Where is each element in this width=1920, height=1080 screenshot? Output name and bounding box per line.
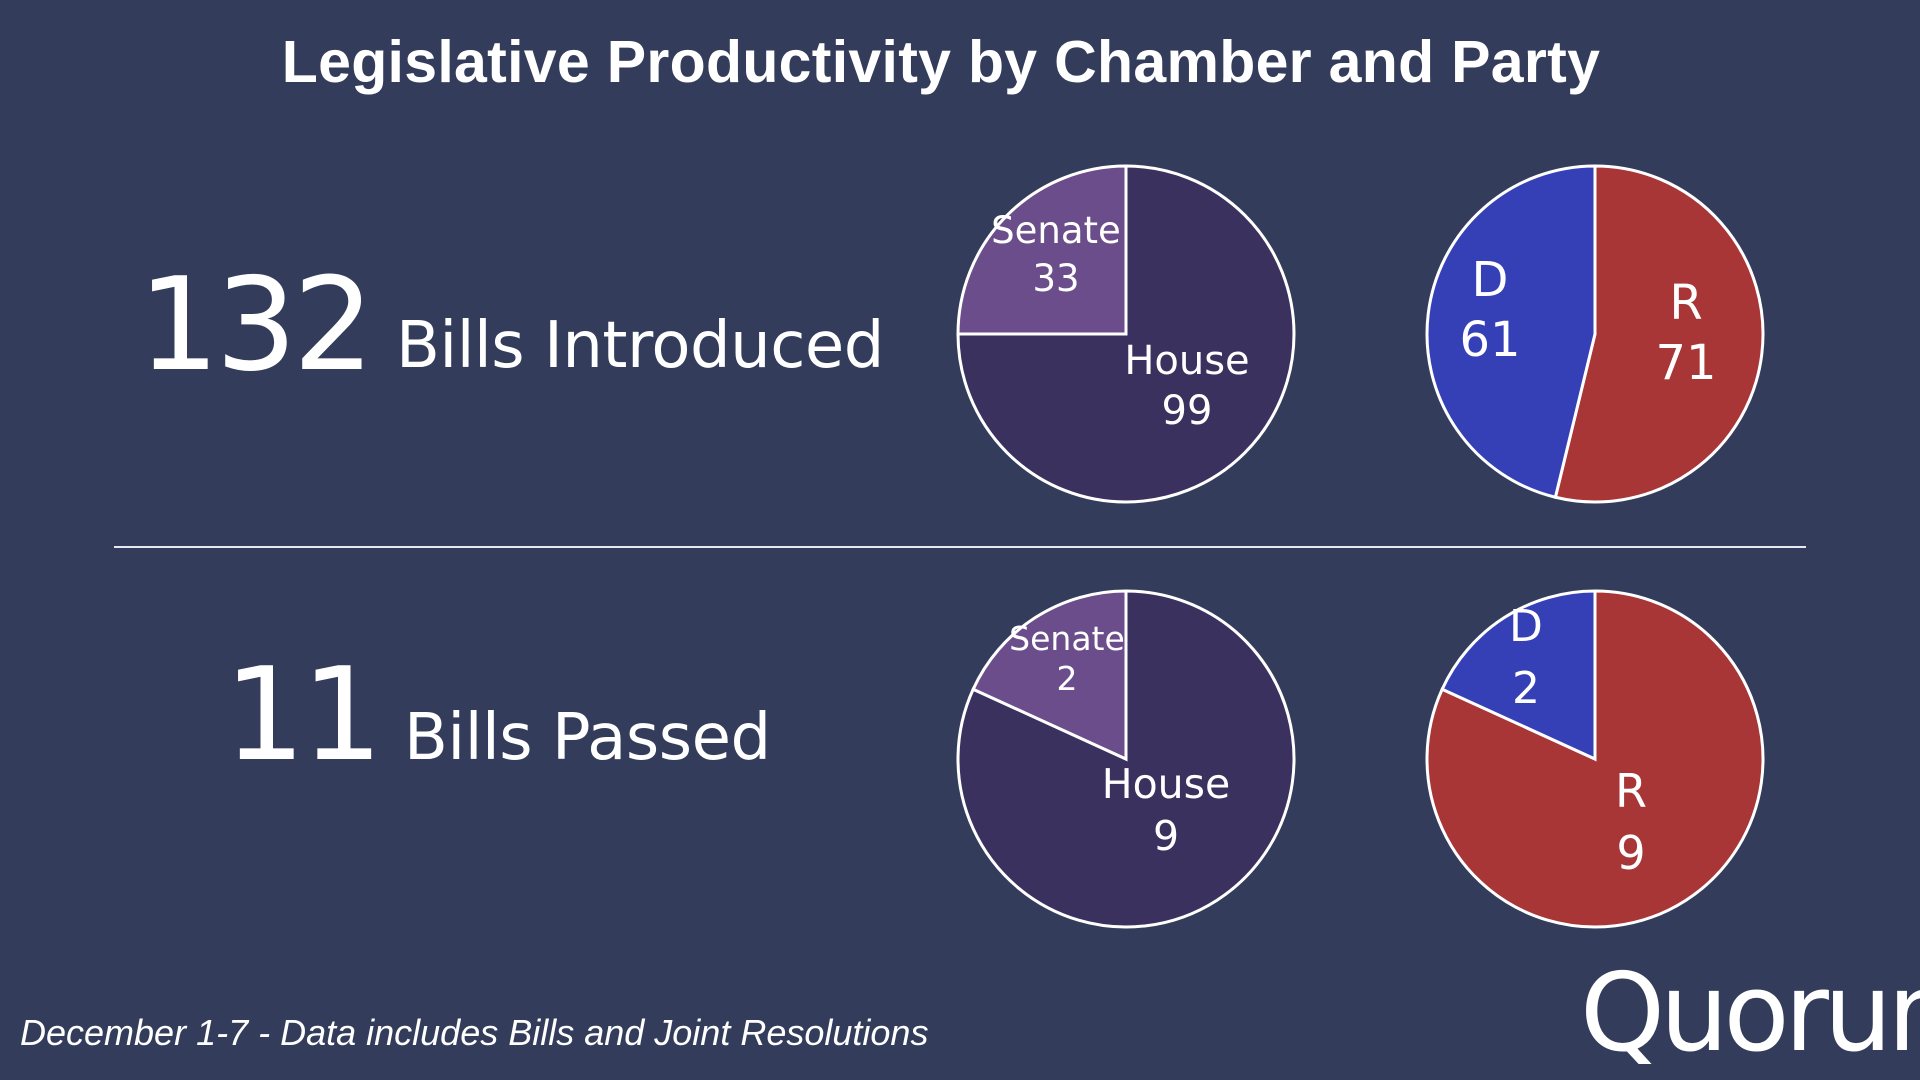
- slice-label-senate: Senate 33: [991, 209, 1121, 300]
- bills-passed-label: Bills Passed: [404, 701, 771, 775]
- slice-label-house: House 99: [1124, 338, 1249, 434]
- pie-chart-2: D 61 R 71: [1425, 164, 1765, 504]
- pie-chart-3: Senate 2 House 9: [956, 589, 1296, 929]
- slice-label-d: D 61: [1459, 252, 1520, 368]
- slice-label-house: House 9: [1102, 760, 1231, 860]
- bills-passed-count: 11: [224, 641, 383, 790]
- slice-label-r: R 71: [1655, 275, 1716, 391]
- slice-label-senate: Senate 2: [1009, 619, 1125, 698]
- pie-slice-d: [1440, 589, 1597, 762]
- pie-slice-house: [956, 164, 1296, 504]
- bills-introduced-label: Bills Introduced: [396, 309, 884, 383]
- pie-slice-senate: [971, 589, 1128, 762]
- bills-introduced-count: 132: [138, 251, 374, 400]
- pie-slice-senate: [956, 164, 1128, 336]
- section-divider: [114, 546, 1806, 548]
- slide-title: Legislative Productivity by Chamber and …: [281, 29, 1601, 95]
- pie-chart-4: D 2 R 9: [1425, 589, 1765, 929]
- footnote: December 1-7 - Data includes Bills and J…: [20, 1012, 929, 1053]
- pie-slice-d: [1425, 164, 1597, 500]
- pie-slice-r: [1553, 164, 1765, 504]
- quorum-logo: Quorum: [1580, 951, 1920, 1076]
